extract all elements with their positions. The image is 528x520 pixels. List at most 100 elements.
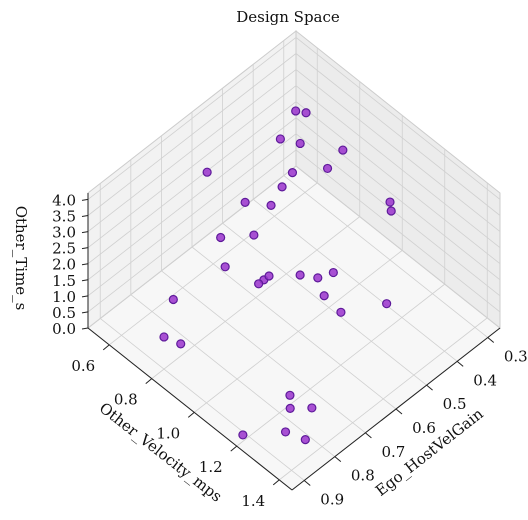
point: [386, 206, 396, 216]
grid-line: [295, 101, 501, 265]
x-tick: [334, 456, 342, 463]
grid-line: [194, 250, 403, 413]
grid-line: [87, 149, 297, 313]
x-tick: [487, 337, 495, 343]
y-axis-line: [87, 327, 293, 491]
y-tick: [230, 445, 238, 452]
point: [285, 390, 295, 400]
x-tick-label: 0.7: [381, 443, 405, 461]
point: [313, 273, 323, 283]
point: [295, 270, 305, 280]
grid-line: [295, 37, 501, 200]
grid-line: [99, 318, 305, 481]
x-axis-line: [291, 327, 501, 491]
y-tick: [187, 411, 195, 418]
z-tick: [81, 327, 89, 330]
z-tick-label: 3.5: [52, 208, 76, 226]
y-tick-label: 0.6: [71, 357, 95, 375]
z-tick-label: 2.5: [52, 240, 76, 258]
point: [275, 134, 285, 144]
x-tick: [395, 408, 403, 415]
grid-line: [87, 165, 297, 329]
point: [254, 279, 264, 289]
grid-line: [87, 37, 297, 200]
x-tick: [303, 480, 311, 486]
point: [249, 230, 259, 240]
point: [336, 307, 346, 317]
grid-line: [87, 85, 297, 248]
point: [300, 435, 310, 445]
grid-line: [295, 133, 501, 297]
y-tick: [272, 479, 280, 486]
z-tick: [81, 295, 89, 298]
point: [277, 182, 287, 192]
point: [322, 163, 333, 174]
z-tick: [81, 215, 89, 217]
grid-line: [236, 283, 445, 447]
x-tick: [426, 384, 433, 391]
point: [280, 427, 291, 437]
grid-line: [151, 216, 360, 379]
grid-line: [87, 133, 297, 297]
grid-line: [295, 165, 501, 329]
grid-line: [295, 149, 501, 313]
y-tick-label: 0.8: [114, 391, 138, 409]
grid-line: [295, 53, 501, 216]
grid-line: [295, 85, 501, 248]
z-tick: [81, 311, 89, 314]
y-tick-label: 1.0: [156, 424, 180, 442]
point: [176, 339, 186, 349]
x-tick-label: 0.3: [504, 348, 528, 366]
grid-line: [87, 117, 297, 281]
point: [285, 403, 295, 413]
point: [220, 262, 230, 272]
point: [319, 291, 329, 301]
point: [238, 430, 248, 440]
z-tick: [81, 247, 89, 250]
grid-line: [283, 175, 489, 338]
x-tick-label: 0.6: [412, 419, 436, 437]
grid-line: [87, 101, 297, 265]
y-tick: [102, 344, 110, 351]
point: [385, 197, 395, 207]
z-tick-label: 2.0: [52, 256, 76, 274]
z-tick: [81, 198, 89, 201]
grid-line: [87, 53, 297, 216]
y-tick: [145, 378, 153, 385]
z-tick-label: 0.5: [52, 304, 76, 322]
point: [328, 267, 338, 278]
grid-line: [161, 270, 366, 434]
grid-line: [279, 317, 488, 481]
grid-line: [295, 117, 501, 281]
chart-title: Design Space: [236, 8, 340, 26]
z-tick-label: 4.0: [52, 191, 76, 209]
x-tick-label: 0.5: [443, 395, 467, 413]
z-tick-label: 3.0: [52, 224, 76, 242]
grid-line: [130, 294, 336, 457]
grid-line: [191, 246, 397, 410]
x-tick: [365, 432, 372, 439]
point: [216, 232, 226, 243]
point: [287, 168, 298, 178]
point: [291, 106, 301, 116]
point: [264, 271, 274, 281]
point: [382, 299, 392, 309]
point: [338, 145, 348, 155]
point: [240, 197, 250, 208]
y-tick-label: 1.4: [241, 492, 265, 510]
z-tick-label: 1.5: [52, 272, 76, 290]
z-tick-label: 0.0: [52, 320, 76, 338]
grid-line: [295, 69, 501, 232]
point: [295, 138, 305, 149]
x-tick-label: 0.4: [473, 371, 497, 389]
z-axis-label: Other_Time_s: [12, 206, 30, 311]
z-tick-label: 1.0: [52, 288, 76, 306]
point: [168, 294, 178, 305]
z-tick: [81, 263, 89, 266]
grid-line: [109, 182, 318, 346]
point: [301, 108, 311, 118]
grid-line: [222, 222, 427, 386]
point: [202, 167, 212, 177]
point: [159, 332, 169, 342]
